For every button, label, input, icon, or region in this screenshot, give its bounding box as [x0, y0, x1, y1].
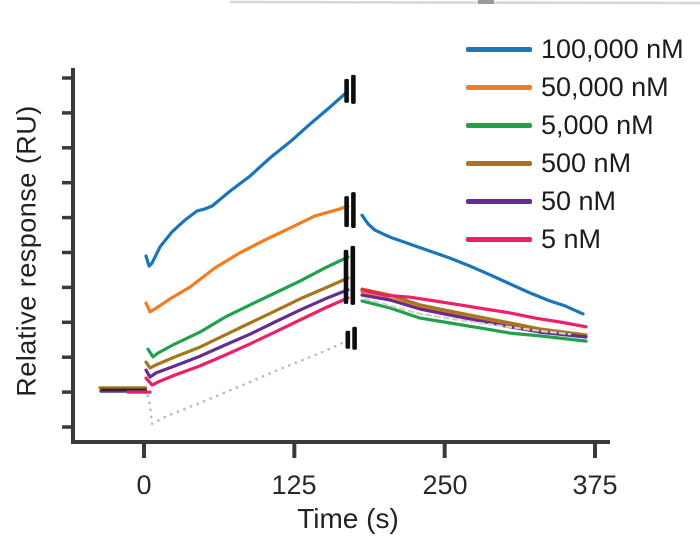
legend-row-100000nM: 100,000 nM	[466, 36, 684, 63]
series-line-c5	[360, 288, 588, 329]
legend-row-5000nM: 5,000 nM	[466, 112, 684, 139]
legend-swatch-50nM	[466, 199, 532, 204]
series-line-c50000	[144, 204, 350, 314]
series-line-c5	[144, 296, 350, 387]
x-tick-label-250: 250	[422, 470, 468, 500]
legend-swatch-50000nM	[466, 85, 532, 90]
series-line-c5000	[360, 299, 588, 343]
legend-swatch-5000nM	[466, 123, 532, 128]
legend-label-50000nM: 50,000 nM	[541, 72, 669, 102]
x-tick-label-375: 375	[572, 470, 618, 500]
top-crop-artifact-line	[229, 0, 700, 5]
legend-swatch-5nM	[466, 237, 532, 242]
legend-label-50nM: 50 nM	[541, 186, 617, 216]
spike-artifact-mark	[344, 196, 349, 227]
series-line-ref	[146, 340, 347, 426]
series-line-c100000	[360, 213, 585, 316]
series-line-c100000	[144, 90, 349, 268]
x-tick-label-0: 0	[136, 470, 152, 500]
legend-swatch-100000nM	[466, 47, 532, 52]
spike-artifact-mark	[345, 330, 351, 349]
legend-label-5000nM: 5,000 nM	[541, 110, 654, 140]
legend: 100,000 nM 50,000 nM 5,000 nM 500 nM 50 …	[466, 36, 684, 253]
legend-label-500nM: 500 nM	[541, 148, 632, 178]
legend-row-50000nM: 50,000 nM	[466, 74, 684, 101]
spike-artifact-mark	[351, 192, 356, 228]
legend-label-100000nM: 100,000 nM	[541, 34, 684, 64]
spike-artifact-mark	[351, 74, 356, 104]
series-line-c500	[144, 276, 350, 370]
spike-artifact-mark	[343, 249, 349, 304]
spike-artifact-mark	[352, 326, 357, 350]
series-line-c5000	[146, 255, 350, 359]
spike-artifact-mark	[344, 78, 349, 103]
x-axis-label: Time (s)	[297, 503, 399, 534]
x-tick-label-125: 125	[271, 470, 317, 500]
series-line-c50	[144, 288, 350, 379]
legend-swatch-500nM	[466, 161, 532, 166]
y-axis-label: Relative response (RU)	[11, 105, 42, 397]
legend-label-5nM: 5 nM	[541, 224, 602, 254]
legend-row-50nM: 50 nM	[466, 188, 684, 215]
series-line-refdash	[364, 297, 572, 336]
spike-artifact-mark	[350, 245, 356, 305]
legend-row-5nM: 5 nM	[466, 226, 684, 253]
legend-row-500nM: 500 nM	[466, 150, 684, 177]
